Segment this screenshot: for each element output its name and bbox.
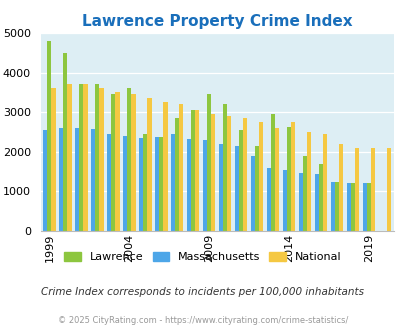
Bar [67, 84, 71, 231]
Bar [207, 94, 211, 231]
Bar [259, 122, 263, 231]
Bar [163, 102, 167, 231]
Bar [318, 164, 322, 231]
Bar [59, 128, 63, 231]
Bar [79, 84, 83, 231]
Bar [354, 148, 358, 231]
Title: Lawrence Property Crime Index: Lawrence Property Crime Index [82, 14, 352, 29]
Bar [147, 98, 151, 231]
Bar [254, 146, 259, 231]
Bar [75, 128, 79, 231]
Bar [211, 114, 215, 231]
Bar [159, 137, 163, 231]
Bar [282, 170, 286, 231]
Bar [155, 137, 159, 231]
Bar [139, 138, 143, 231]
Text: Crime Index corresponds to incidents per 100,000 inhabitants: Crime Index corresponds to incidents per… [41, 287, 364, 297]
Bar [386, 148, 390, 231]
Bar [51, 88, 55, 231]
Bar [218, 144, 223, 231]
Bar [234, 146, 239, 231]
Bar [63, 53, 67, 231]
Bar [111, 94, 115, 231]
Legend: Lawrence, Massachusetts, National: Lawrence, Massachusetts, National [60, 248, 345, 267]
Bar [195, 110, 199, 231]
Bar [143, 134, 147, 231]
Bar [123, 136, 127, 231]
Bar [227, 116, 231, 231]
Bar [286, 127, 290, 231]
Bar [314, 174, 318, 231]
Bar [302, 156, 307, 231]
Bar [275, 128, 279, 231]
Bar [366, 183, 370, 231]
Bar [370, 148, 374, 231]
Bar [271, 114, 275, 231]
Bar [223, 104, 227, 231]
Bar [243, 118, 247, 231]
Bar [43, 130, 47, 231]
Bar [350, 183, 354, 231]
Bar [107, 134, 111, 231]
Bar [334, 182, 338, 231]
Bar [250, 156, 254, 231]
Bar [290, 122, 295, 231]
Bar [322, 134, 326, 231]
Bar [239, 130, 243, 231]
Bar [346, 183, 350, 231]
Bar [179, 104, 183, 231]
Bar [95, 84, 99, 231]
Bar [131, 94, 135, 231]
Bar [175, 118, 179, 231]
Bar [91, 129, 95, 231]
Bar [202, 140, 207, 231]
Bar [307, 132, 311, 231]
Text: © 2025 CityRating.com - https://www.cityrating.com/crime-statistics/: © 2025 CityRating.com - https://www.city… [58, 316, 347, 325]
Bar [330, 182, 334, 231]
Bar [266, 168, 271, 231]
Bar [191, 110, 195, 231]
Bar [171, 134, 175, 231]
Bar [187, 139, 191, 231]
Bar [47, 41, 51, 231]
Bar [99, 88, 103, 231]
Bar [127, 88, 131, 231]
Bar [83, 84, 87, 231]
Bar [362, 183, 366, 231]
Bar [338, 144, 343, 231]
Bar [298, 173, 302, 231]
Bar [115, 92, 119, 231]
